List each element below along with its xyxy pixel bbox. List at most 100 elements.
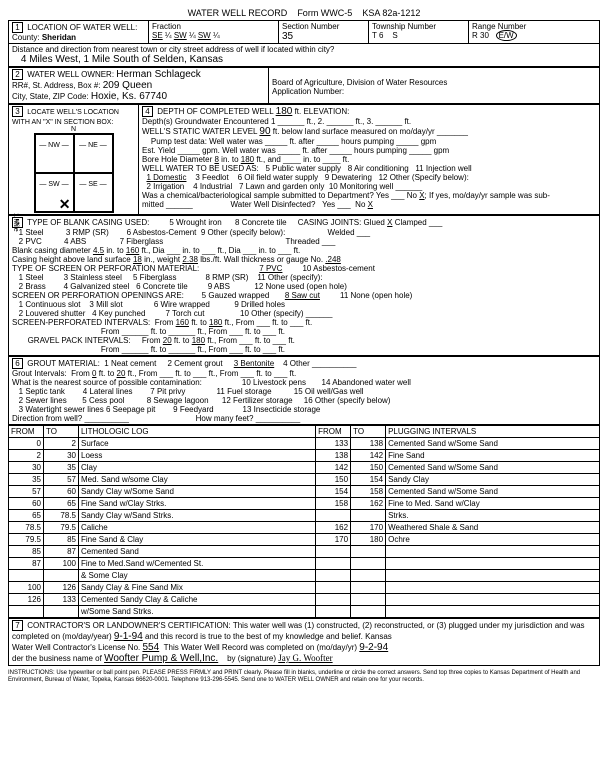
gpi-to-value: 180 xyxy=(192,336,205,345)
table-cell: Ochre xyxy=(386,534,600,546)
gpi-label: GRAVEL PACK INTERVALS: xyxy=(28,336,131,345)
table-cell: 60 xyxy=(44,486,79,498)
table-cell xyxy=(316,510,351,522)
frac3: SW xyxy=(198,31,211,40)
table-row: w/Some Sand Strks. xyxy=(9,606,600,618)
table-cell xyxy=(351,558,386,570)
section-7: 7 CONTRACTOR'S OR LANDOWNER'S CERTIFICAT… xyxy=(8,618,600,666)
table-row: 230Loess138142Fine Sand xyxy=(9,450,600,462)
table-cell xyxy=(351,546,386,558)
spi-label: SCREEN-PERFORATED INTERVALS: xyxy=(12,318,150,327)
range-value: 30 xyxy=(480,31,489,40)
log-col-lith: LITHOLOGIC LOG xyxy=(79,426,316,438)
s5-heading: TYPE OF BLANK CASING USED: xyxy=(27,218,149,227)
s2-heading: WATER WELL OWNER: xyxy=(27,70,114,79)
table-cell: 142 xyxy=(316,462,351,474)
table-row: 79.585Fine Sand & Clay170180Ochre xyxy=(9,534,600,546)
section-value: 35 xyxy=(282,31,293,42)
bore1-value: 8 xyxy=(214,155,218,164)
county-value: Sheridan xyxy=(42,33,76,42)
section-box: — NW — — NE — — SW —✕ — SE — xyxy=(34,133,114,213)
table-cell: 170 xyxy=(351,522,386,534)
s3-heading: LOCATE WELL'S LOCATION WITH AN "X" IN SE… xyxy=(12,109,119,126)
table-cell: 133 xyxy=(44,594,79,606)
table-row: 100126Sandy Clay & Fine Sand Mix xyxy=(9,582,600,594)
biz-label: der the business name of xyxy=(12,654,102,663)
table-row: 6065Fine Sand w/Clay Strks.158162Fine to… xyxy=(9,498,600,510)
gpi-from-value: 20 xyxy=(163,336,172,345)
table-cell: 0 xyxy=(9,438,44,450)
signature: Jay G. Woofter xyxy=(278,653,332,663)
table-cell: 180 xyxy=(351,534,386,546)
table-cell: Fine Sand w/Clay Strks. xyxy=(79,498,316,510)
table-cell: 154 xyxy=(316,486,351,498)
table-cell xyxy=(386,606,600,618)
table-cell: 35 xyxy=(9,474,44,486)
table-cell: 65 xyxy=(44,498,79,510)
table-row: 6578.5Sandy Clay w/Sand Strks.Strks. xyxy=(9,510,600,522)
app-label: Application Number: xyxy=(272,87,344,96)
log-col-to2: TO xyxy=(351,426,386,438)
table-cell: Sandy Clay xyxy=(386,474,600,486)
table-cell: 126 xyxy=(44,582,79,594)
table-cell: & Some Clay xyxy=(79,570,316,582)
s6-heading: GROUT MATERIAL: xyxy=(27,359,100,368)
log-col-from: FROM xyxy=(9,426,44,438)
table-cell: Fine Sand & Clay xyxy=(79,534,316,546)
section-num-6: 6 xyxy=(12,358,23,369)
ch-wt-value: 2.38 xyxy=(182,255,198,264)
table-cell: 158 xyxy=(316,498,351,510)
table-cell xyxy=(386,594,600,606)
section-label: Section Number xyxy=(282,22,339,31)
table-cell: 79.5 xyxy=(9,534,44,546)
table-cell xyxy=(316,582,351,594)
feet-label: How many feet? xyxy=(196,414,254,423)
table-cell: 85 xyxy=(44,534,79,546)
comp-date: 9-1-94 xyxy=(114,631,143,642)
table-cell xyxy=(351,594,386,606)
bc-dia-value: 4.5 xyxy=(93,246,104,255)
table-row: 5760Sandy Clay w/Some Sand154158Cemented… xyxy=(9,486,600,498)
gi-from-value: 0 xyxy=(92,369,96,378)
section-3-4: 3 LOCATE WELL'S LOCATION WITH AN "X" IN … xyxy=(8,104,600,215)
rec-date: 9-2-94 xyxy=(359,642,388,653)
table-row: 126133Cemented Sandy Clay & Caliche xyxy=(9,594,600,606)
table-cell xyxy=(316,570,351,582)
gi-label: Grout Intervals: xyxy=(12,369,67,378)
instructions: INSTRUCTIONS: Use typewriter or ball poi… xyxy=(8,670,600,684)
board-label: Board of Agriculture, Division of Water … xyxy=(272,78,447,87)
table-cell: 65 xyxy=(9,510,44,522)
addr-value: 209 Queen xyxy=(103,80,153,91)
table-cell xyxy=(351,510,386,522)
county-label: County: xyxy=(12,33,40,42)
ch-gauge-value: .248 xyxy=(325,255,341,264)
spi-to-value: 180 xyxy=(209,318,222,327)
table-cell: 2 xyxy=(44,438,79,450)
table-cell xyxy=(316,606,351,618)
table-cell: Surface xyxy=(79,438,316,450)
rec-label: This Water Well Record was completed on … xyxy=(164,643,357,652)
table-cell xyxy=(44,570,79,582)
table-cell: Sandy Clay w/Sand Strks. xyxy=(79,510,316,522)
owner-value: Herman Schlageck xyxy=(116,69,200,80)
form-title: WATER WELL RECORD Form WWC-5 KSA 82a-121… xyxy=(8,8,600,18)
table-cell: 138 xyxy=(316,450,351,462)
table-cell xyxy=(351,582,386,594)
grout-bentonite: 3 Bentonite xyxy=(234,359,274,368)
table-cell: Fine to Med. Sand w/Clay xyxy=(386,498,600,510)
dir-label: Direction from well? xyxy=(12,414,82,423)
perf-label: TYPE OF SCREEN OR PERFORATION MATERIAL: xyxy=(12,264,199,273)
table-cell: Strks. xyxy=(386,510,600,522)
table-row: 78.579.5Caliche162170Weathered Shale & S… xyxy=(9,522,600,534)
table-cell: Loess xyxy=(79,450,316,462)
bc-dia-label: Blank casing diameter xyxy=(12,246,91,255)
cert-text: CONTRACTOR'S OR LANDOWNER'S CERTIFICATIO… xyxy=(27,621,584,630)
table-cell: 170 xyxy=(316,534,351,546)
quad-ne: — NE — xyxy=(74,134,113,173)
table-cell: 87 xyxy=(9,558,44,570)
quad-se: — SE — xyxy=(74,173,113,212)
table-cell: 87 xyxy=(44,546,79,558)
static-label: WELL'S STATIC WATER LEVEL xyxy=(142,127,257,136)
range-label: Range Number xyxy=(472,22,526,31)
table-cell: 2 xyxy=(9,450,44,462)
